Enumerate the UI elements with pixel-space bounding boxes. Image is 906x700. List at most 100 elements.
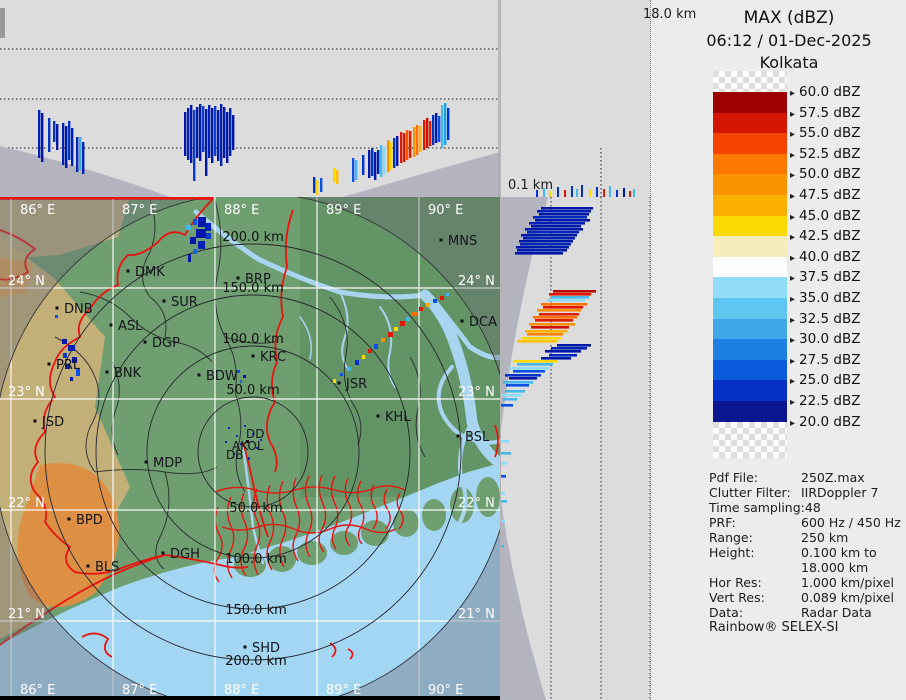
product-name: MAX (dBZ) bbox=[743, 8, 835, 28]
echo-tick bbox=[536, 190, 538, 197]
city-label: BRP bbox=[245, 272, 271, 287]
axis-max-height-label: 18.0 km bbox=[643, 7, 697, 22]
echo-bar bbox=[501, 440, 509, 443]
echo-cell bbox=[260, 439, 262, 441]
echo-bar bbox=[531, 326, 569, 329]
range-ring bbox=[44, 243, 462, 661]
longitude-label: 87° E bbox=[122, 683, 157, 698]
echo-cell bbox=[188, 254, 191, 262]
axis-min-height-label: 0.1 km bbox=[508, 178, 553, 193]
echo-bar bbox=[509, 367, 549, 370]
echo-bar bbox=[211, 108, 214, 163]
echo-bar bbox=[355, 160, 358, 180]
echo-bar bbox=[521, 337, 561, 340]
echo-bar bbox=[190, 105, 193, 163]
echo-cell bbox=[381, 338, 385, 342]
city-label: DMK bbox=[135, 265, 165, 280]
echo-bar bbox=[423, 120, 426, 150]
colorbar-tick-label: ▸ 32.5 dBZ bbox=[790, 310, 861, 327]
echo-bar bbox=[352, 158, 355, 182]
beam-blind-wedges-right bbox=[501, 197, 548, 700]
radar-site-label: AKOL bbox=[232, 439, 264, 453]
tick-arrow-icon: ▸ bbox=[790, 273, 796, 285]
radar-site-dot bbox=[246, 440, 249, 443]
echo-cell bbox=[55, 315, 58, 318]
city-label: ASL bbox=[118, 319, 143, 334]
graticule bbox=[0, 197, 500, 700]
city-label: MDP bbox=[153, 456, 182, 471]
echo-bar bbox=[196, 107, 199, 158]
colorbar-swatch bbox=[713, 401, 787, 423]
echo-bar bbox=[551, 347, 587, 350]
echo-bar bbox=[525, 330, 567, 333]
echo-cell bbox=[233, 453, 235, 455]
colorbar-tick-label: ▸ 42.5 dBZ bbox=[790, 228, 861, 245]
echo-bar bbox=[533, 316, 577, 319]
colorbar-swatch bbox=[713, 215, 787, 237]
metadata-row: Hor Res: 1.000 km/pixel bbox=[709, 575, 894, 590]
echo-tick bbox=[616, 190, 618, 197]
echo-cell bbox=[206, 233, 211, 239]
echo-cell bbox=[236, 435, 238, 437]
metadata-value: 250 km bbox=[801, 530, 849, 545]
latitude-label: 23° N bbox=[8, 385, 45, 400]
echo-cell bbox=[68, 345, 75, 351]
longitude-label: 88° E bbox=[224, 203, 259, 218]
echo-bar bbox=[82, 142, 85, 174]
city-dot bbox=[236, 276, 240, 280]
terrain-east bbox=[300, 197, 500, 497]
echo-bar bbox=[517, 249, 567, 252]
echo-bar bbox=[76, 137, 79, 172]
city-dot bbox=[109, 323, 113, 327]
colorbar-swatch bbox=[713, 174, 787, 196]
height-gridlines-right bbox=[550, 197, 651, 700]
echo-cell bbox=[419, 307, 423, 311]
echo-bar bbox=[501, 492, 505, 495]
echo-bar bbox=[505, 390, 525, 393]
echo-bar bbox=[403, 133, 406, 162]
city-dot bbox=[143, 340, 147, 344]
echo-cell bbox=[244, 425, 246, 427]
echo-bar bbox=[537, 210, 591, 213]
metadata-value: 1.000 km/pixel bbox=[801, 575, 894, 590]
echo-cell bbox=[190, 237, 196, 244]
corner-ticks-plot bbox=[536, 148, 652, 197]
metadata-row: Height: 0.100 km to bbox=[709, 545, 877, 560]
echo-cell bbox=[243, 375, 246, 378]
colorbar-swatch bbox=[713, 359, 787, 382]
radar-map-panel: DMK BRP MNS SUR DNB ASL DGP DCA KRC PRL BNK BDW JSR K… bbox=[0, 192, 513, 700]
metadata-key: Time sampling:48 bbox=[709, 500, 821, 515]
echo-bar bbox=[406, 130, 409, 160]
echo-bar bbox=[41, 113, 44, 162]
metadata-row: Time sampling:48 bbox=[709, 500, 821, 515]
city-label: SHD bbox=[252, 641, 280, 656]
colorbar-tick-label: ▸ 30.0 dBZ bbox=[790, 331, 861, 348]
echo-bar bbox=[541, 303, 587, 306]
city-dot bbox=[47, 362, 51, 366]
right-projection-plot bbox=[501, 197, 651, 700]
echo-bar bbox=[187, 108, 190, 160]
colorbar-swatch bbox=[713, 339, 787, 361]
terrain-orange-hills bbox=[17, 463, 120, 608]
echo-bar bbox=[208, 105, 211, 158]
corner-panel: 0.1 km bbox=[500, 0, 652, 197]
colorbar-swatch bbox=[713, 153, 787, 176]
echo-tick bbox=[596, 187, 598, 197]
echo-bar bbox=[517, 363, 553, 366]
metadata-value: Radar Data bbox=[801, 605, 872, 620]
echo-bar bbox=[535, 219, 590, 222]
echo-cell bbox=[62, 339, 67, 344]
echo-cell bbox=[355, 360, 359, 365]
tick-arrow-icon: ▸ bbox=[790, 211, 796, 223]
city-label: SUR bbox=[171, 295, 198, 310]
echo-bar bbox=[527, 333, 563, 336]
echo-bar bbox=[316, 180, 319, 195]
colorbar-tick-label: ▸ 60.0 dBZ bbox=[790, 84, 861, 100]
height-gridlines bbox=[0, 48, 499, 149]
echo-bar bbox=[547, 299, 585, 302]
echo-bar bbox=[387, 140, 390, 172]
echo-bar bbox=[551, 296, 589, 299]
city-dot bbox=[161, 551, 165, 555]
echo-bar bbox=[390, 142, 393, 170]
